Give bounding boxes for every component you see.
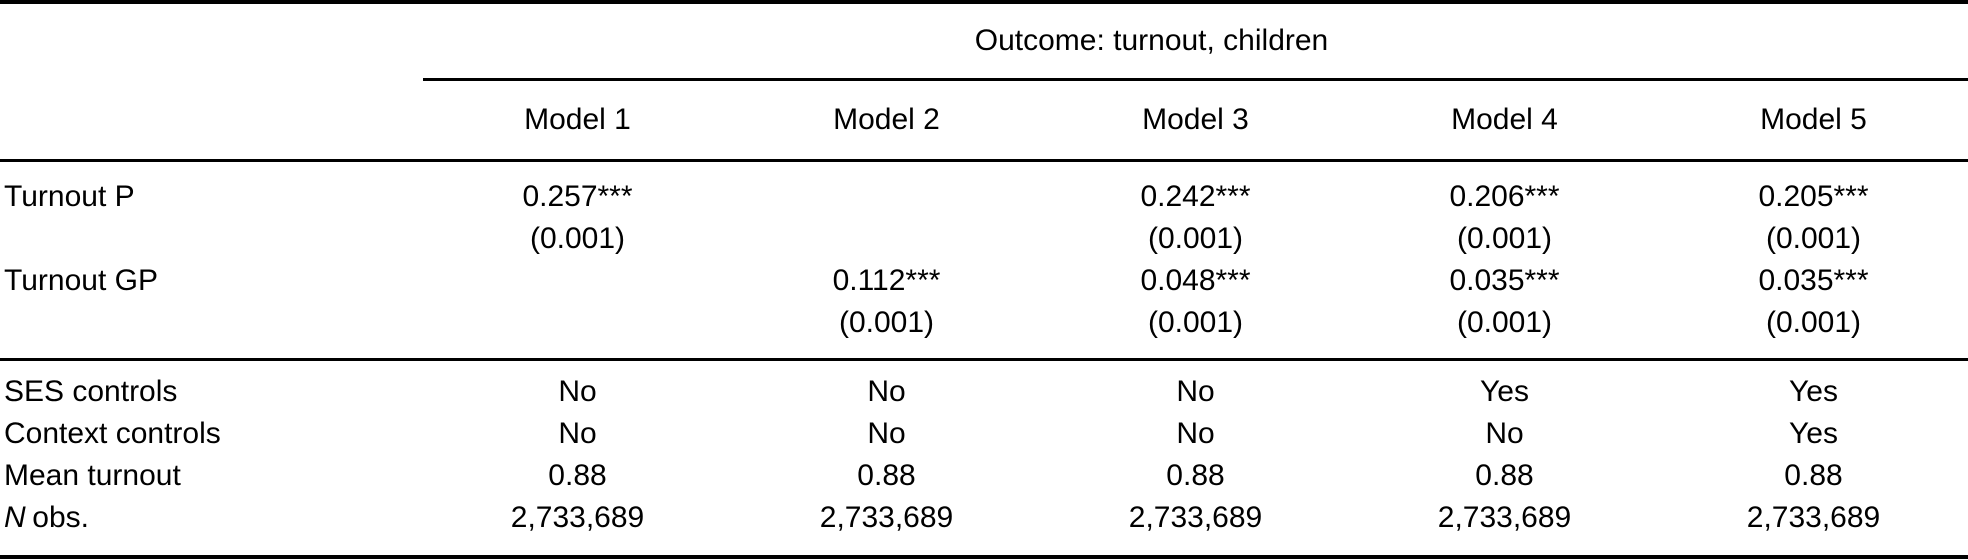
- column-header-model-4: Model 4: [1350, 79, 1659, 162]
- summary-cell: Yes: [1789, 375, 1838, 408]
- column-header-model-1: Model 1: [423, 79, 732, 162]
- outcome-spanner-heading: Outcome: turnout, children: [423, 2, 1968, 81]
- summary-cell: 2,733,689: [1659, 497, 1968, 559]
- summary-cell: 0.88: [548, 459, 607, 492]
- stderr-cell: (0.001): [1456, 222, 1553, 255]
- coefficient-cell: [423, 260, 732, 302]
- spanner-row: Outcome: turnout, children: [0, 2, 1968, 81]
- summary-cell: 0.88: [1475, 459, 1534, 492]
- n-obs-italic-n: N: [4, 501, 26, 534]
- coefficient-cell: 0.112***: [832, 264, 941, 297]
- summary-cell: 2,733,689: [1041, 497, 1350, 559]
- stderr-row-turnout-gp: (0.001) (0.001) (0.001) (0.001): [0, 302, 1968, 361]
- coefficient-cell: 0.048***: [1140, 264, 1251, 297]
- n-obs-label-rest: obs.: [32, 501, 89, 534]
- row-label-turnout-gp: Turnout GP: [4, 264, 158, 297]
- summary-cell: 2,733,689: [423, 497, 732, 559]
- summary-cell: No: [1485, 417, 1524, 450]
- summary-cell: 0.88: [857, 459, 916, 492]
- column-header-model-3: Model 3: [1041, 79, 1350, 162]
- stderr-row-empty-cell: [0, 218, 423, 260]
- row-label-ses-controls: SES controls: [4, 375, 178, 408]
- summary-cell: No: [867, 417, 906, 450]
- summary-cell: Yes: [1789, 417, 1838, 450]
- stderr-cell: (0.001): [1041, 302, 1350, 361]
- stderr-cell: (0.001): [1659, 302, 1968, 361]
- coefficient-row-turnout-p: Turnout P 0.257*** 0.242*** 0.206*** 0.2…: [0, 161, 1968, 219]
- summary-row-context-controls: Context controls No No No No Yes: [0, 413, 1968, 455]
- summary-row-ses-controls: SES controls No No No Yes Yes: [0, 360, 1968, 414]
- stderr-cell: (0.001): [1350, 302, 1659, 361]
- summary-cell: No: [558, 375, 597, 408]
- stderr-cell: [732, 218, 1041, 260]
- stderr-cell: [423, 302, 732, 361]
- summary-row-mean-turnout: Mean turnout 0.88 0.88 0.88 0.88 0.88: [0, 455, 1968, 497]
- summary-cell: No: [1176, 417, 1215, 450]
- stderr-cell: (0.001): [1147, 222, 1244, 255]
- stderr-row-turnout-p: (0.001) (0.001) (0.001) (0.001): [0, 218, 1968, 260]
- row-label-context-controls: Context controls: [4, 417, 221, 450]
- stderr-row-empty-cell: [0, 302, 423, 361]
- coefficient-cell: 0.205***: [1758, 180, 1869, 213]
- header-row-empty-cell: [0, 79, 423, 162]
- summary-cell: No: [867, 375, 906, 408]
- summary-cell: No: [558, 417, 597, 450]
- coefficient-cell: 0.035***: [1449, 264, 1560, 297]
- row-label-mean-turnout: Mean turnout: [4, 459, 181, 492]
- coefficient-cell: 0.257***: [522, 180, 633, 213]
- coefficient-cell: 0.206***: [1449, 180, 1560, 213]
- summary-cell: Yes: [1480, 375, 1529, 408]
- summary-cell: 2,733,689: [1350, 497, 1659, 559]
- stderr-cell: (0.001): [732, 302, 1041, 361]
- summary-cell: 0.88: [1784, 459, 1843, 492]
- coefficient-cell: 0.242***: [1140, 180, 1251, 213]
- spanner-row-empty-cell: [0, 2, 423, 80]
- summary-cell: 0.88: [1166, 459, 1225, 492]
- row-label-turnout-p: Turnout P: [4, 180, 135, 213]
- stderr-cell: (0.001): [529, 222, 626, 255]
- coefficient-cell: [732, 161, 1041, 219]
- summary-cell: No: [1176, 375, 1215, 408]
- summary-cell: 2,733,689: [732, 497, 1041, 559]
- column-header-model-2: Model 2: [732, 79, 1041, 162]
- stderr-cell: (0.001): [1765, 222, 1862, 255]
- column-header-model-5: Model 5: [1659, 79, 1968, 162]
- column-header-row: Model 1 Model 2 Model 3 Model 4 Model 5: [0, 79, 1968, 162]
- coefficient-row-turnout-gp: Turnout GP 0.112*** 0.048*** 0.035*** 0.…: [0, 260, 1968, 302]
- coefficient-cell: 0.035***: [1758, 264, 1869, 297]
